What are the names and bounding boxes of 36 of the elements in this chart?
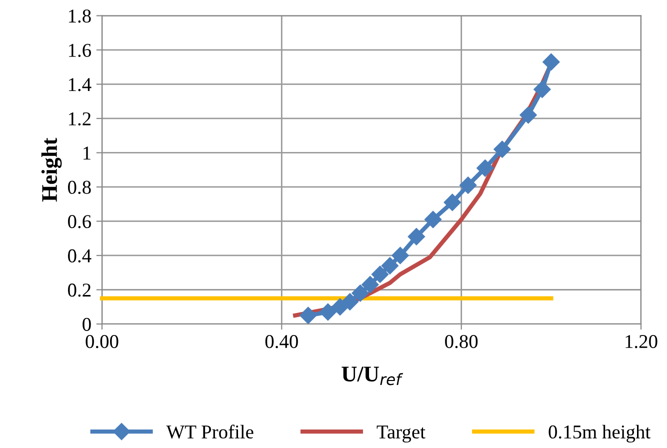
- point: [424, 210, 442, 228]
- x-tick-label: 0.80: [445, 334, 478, 348]
- y-tick-label: 1.4: [68, 78, 92, 92]
- point: [319, 303, 336, 321]
- y-tick-label: 0: [82, 318, 91, 331]
- point: [460, 176, 477, 194]
- point: [408, 228, 425, 246]
- y-tick-label: 1.8: [68, 10, 91, 23]
- legend-label: 0.15m height: [548, 424, 650, 443]
- y-tick-label: 0.6: [68, 215, 92, 228]
- point: [534, 80, 551, 98]
- point: [494, 140, 511, 158]
- point: [444, 194, 461, 211]
- point: [542, 53, 560, 70]
- y-axis-title: Height: [41, 138, 62, 202]
- x-tick-label: 1.20: [626, 334, 658, 348]
- x-tick-label: 0.40: [265, 334, 298, 348]
- legend-label: WT Profile: [166, 424, 254, 439]
- y-tick-label: 0.8: [68, 180, 91, 194]
- point: [371, 266, 389, 283]
- y-tick-label: 1.6: [68, 44, 92, 57]
- point: [381, 257, 398, 274]
- y-tick-label: 0.2: [68, 284, 91, 297]
- point: [352, 284, 369, 302]
- y-tick-label: 1.2: [68, 112, 91, 126]
- y-tick-label: 0.4: [68, 249, 92, 263]
- legend-label: Target: [376, 426, 426, 443]
- point: [476, 160, 494, 177]
- point: [341, 293, 358, 310]
- point: [362, 276, 379, 294]
- y-tick-label: 1: [84, 146, 90, 160]
- point: [392, 246, 409, 264]
- x-axis-title: U/U$_{ref}$: [342, 366, 404, 386]
- point: [300, 306, 317, 324]
- x-tick-label: 0.00: [86, 334, 118, 348]
- point: [520, 106, 537, 124]
